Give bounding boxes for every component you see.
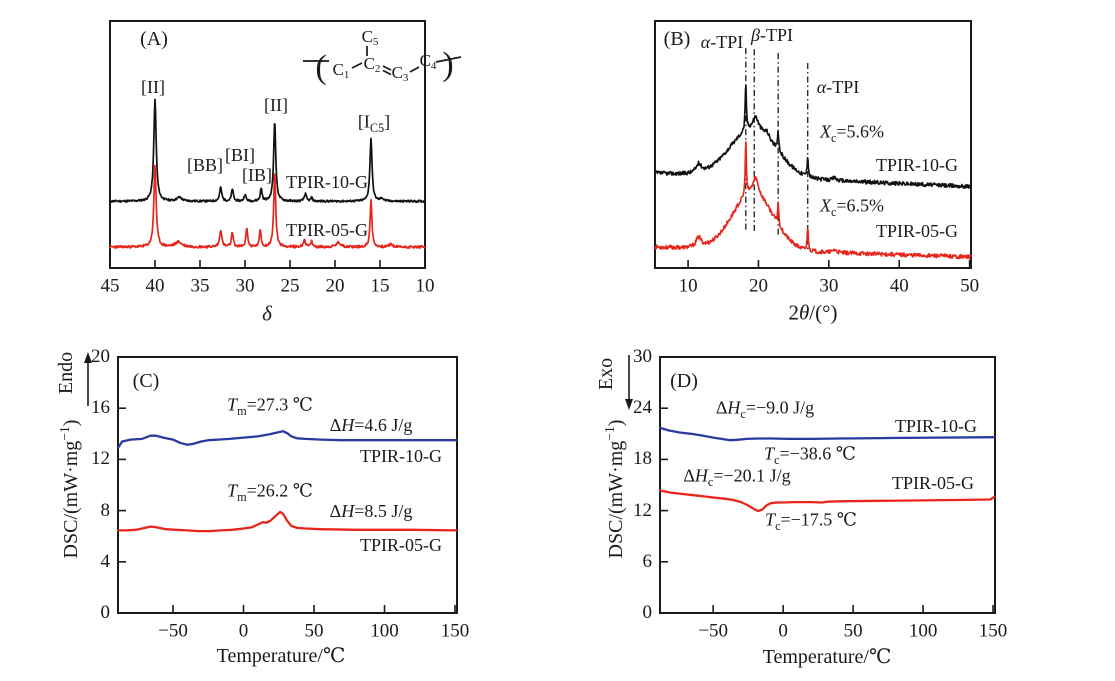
panel-d-frame bbox=[659, 356, 996, 614]
structure-right-bracket: ) bbox=[442, 46, 453, 83]
repeat-unit-structure: ( C5 C1 C2 C3 C4 ) bbox=[303, 27, 462, 86]
trace-tpir-05-g bbox=[109, 164, 426, 249]
trace-tpir-05-g bbox=[116, 510, 458, 533]
trace-tpir-10-g bbox=[109, 98, 426, 204]
atom-c3: C3 bbox=[392, 63, 409, 84]
atom-c5: C5 bbox=[362, 27, 379, 48]
endo-arrow bbox=[84, 352, 92, 406]
trace-tpir-10-g bbox=[116, 430, 458, 450]
panel-a-frame bbox=[109, 20, 426, 269]
exo-arrow bbox=[625, 355, 633, 410]
atom-c2: C2 bbox=[364, 54, 381, 75]
panel-c-frame bbox=[117, 356, 458, 614]
atom-c4: C4 bbox=[420, 51, 437, 72]
trace-tpir-10-g bbox=[654, 84, 972, 189]
trace-tpir-05-g bbox=[658, 489, 996, 513]
atom-c1: C1 bbox=[333, 60, 350, 81]
structure-bonds bbox=[303, 46, 462, 76]
generated-plots bbox=[109, 20, 996, 614]
structure-left-bracket: ( bbox=[315, 49, 326, 86]
panel-b-frame bbox=[654, 20, 972, 269]
trace-tpir-10-g bbox=[658, 426, 996, 442]
trace-tpir-05-g bbox=[654, 141, 972, 260]
